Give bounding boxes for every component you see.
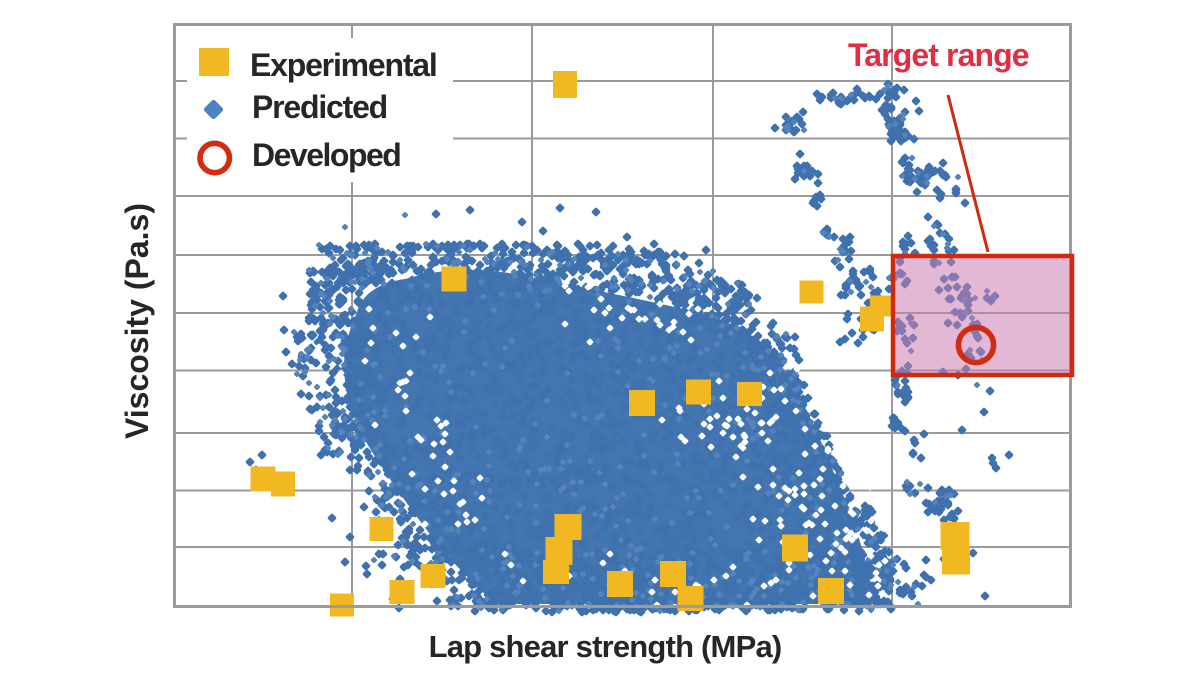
- svg-text:Experimental: Experimental: [250, 47, 437, 83]
- svg-text:Developed: Developed: [252, 137, 400, 173]
- svg-text:Viscosity (Pa.s): Viscosity (Pa.s): [119, 203, 155, 439]
- svg-text:Lap shear strength (MPa): Lap shear strength (MPa): [429, 629, 782, 664]
- svg-text:Predicted: Predicted: [252, 89, 387, 125]
- svg-text:Target range: Target range: [848, 37, 1029, 73]
